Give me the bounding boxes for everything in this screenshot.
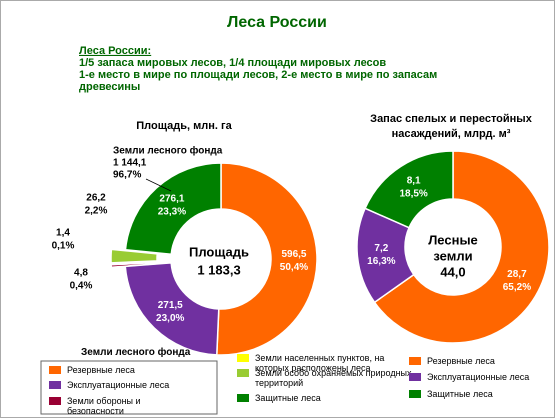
legend-swatch — [49, 381, 61, 389]
annotation-line — [145, 178, 172, 192]
intro-line: 1-е место в мире по площади лесов, 2-е м… — [79, 69, 437, 81]
legend-label: Земли населенных пунктов, на которых рас… — [255, 353, 385, 373]
donut-segment — [110, 261, 158, 266]
donut-segment — [124, 262, 220, 356]
percent-label: 16,3% — [367, 256, 395, 267]
value-label: 4,8 — [74, 268, 88, 279]
legend-swatch — [237, 354, 249, 362]
annotation: 1 144,1 — [113, 158, 147, 169]
value-label: 276,1 — [159, 194, 184, 205]
legend-item: Земли особо охраняемых природных террито… — [237, 368, 412, 388]
legend-swatch — [237, 369, 249, 377]
percent-label: 50,4% — [280, 262, 308, 273]
value-label: 1,4 — [56, 228, 70, 239]
legend-label: Земли особо охраняемых природных террито… — [255, 368, 412, 388]
donut-segment — [373, 150, 550, 344]
legend-label: Эксплуатационные леса — [427, 372, 530, 382]
legend-item: Защитные леса — [409, 389, 549, 399]
center-label: Лесные — [428, 232, 478, 247]
legend-swatch — [409, 390, 421, 398]
legend-label: Резервные леса — [427, 356, 495, 366]
percent-label: 23,0% — [156, 313, 184, 324]
legend-label: Земли обороны и безопасности — [67, 396, 141, 416]
center-label: 1 183,3 — [197, 262, 240, 277]
legend-box — [40, 360, 218, 415]
legend-item: Защитные леса — [237, 393, 412, 403]
annotation: 96,7% — [113, 170, 141, 181]
legend-label: Резервные леса — [67, 365, 135, 375]
legend-item: Земли населенных пунктов, на которых рас… — [237, 353, 412, 373]
center-label: Площадь — [189, 244, 249, 259]
legend-item: Земли обороны и безопасности — [49, 396, 189, 416]
percent-label: 23,3% — [158, 207, 186, 218]
value-label: 28,7 — [507, 269, 527, 280]
chart-title: Площадь, млн. га — [136, 120, 232, 132]
value-label: 596,5 — [281, 249, 306, 260]
donut-segment — [215, 162, 318, 356]
center-label: земли — [433, 248, 472, 263]
legend-item: Резервные леса — [49, 365, 189, 375]
legend-item: Резервные леса — [409, 356, 549, 366]
percent-label: 2,2% — [85, 206, 108, 217]
legend-item: Эксплуатационные леса — [409, 372, 549, 382]
value-label: 7,2 — [374, 243, 388, 254]
intro-line: древесины — [79, 81, 140, 93]
percent-label: 0,4% — [70, 281, 93, 292]
legend-swatch — [409, 357, 421, 365]
legend-swatch — [49, 366, 61, 374]
donut-segment — [364, 150, 454, 229]
percent-label: 0,1% — [52, 241, 75, 252]
donut-segment — [124, 162, 222, 256]
legend-swatch — [237, 394, 249, 402]
legend-swatch — [409, 373, 421, 381]
legend-label: Эксплуатационные леса — [67, 380, 170, 390]
percent-label: 18,5% — [399, 188, 427, 199]
value-label: 26,2 — [86, 193, 106, 204]
legend-swatch — [49, 397, 61, 405]
annotation: Земли лесного фонда — [113, 145, 223, 157]
percent-label: 65,2% — [503, 282, 531, 293]
legend-label: Защитные леса — [427, 389, 493, 399]
legend-title: Земли лесного фонда — [81, 347, 191, 358]
legend-item: Эксплуатационные леса — [49, 380, 189, 390]
donut-segment — [110, 248, 159, 264]
chart-title: Запас спелых и перестойных — [370, 113, 533, 125]
value-label: 8,1 — [407, 175, 421, 186]
title: Леса России — [227, 14, 327, 31]
intro-line: 1/5 запаса мировых лесов, 1/4 площади ми… — [79, 57, 386, 69]
chart-title: насаждений, млрд. м³ — [392, 128, 511, 140]
value-label: 271,5 — [158, 300, 183, 311]
intro-line: Леса России: — [79, 45, 151, 57]
center-label: 44,0 — [440, 264, 465, 279]
legend-label: Защитные леса — [255, 393, 321, 403]
